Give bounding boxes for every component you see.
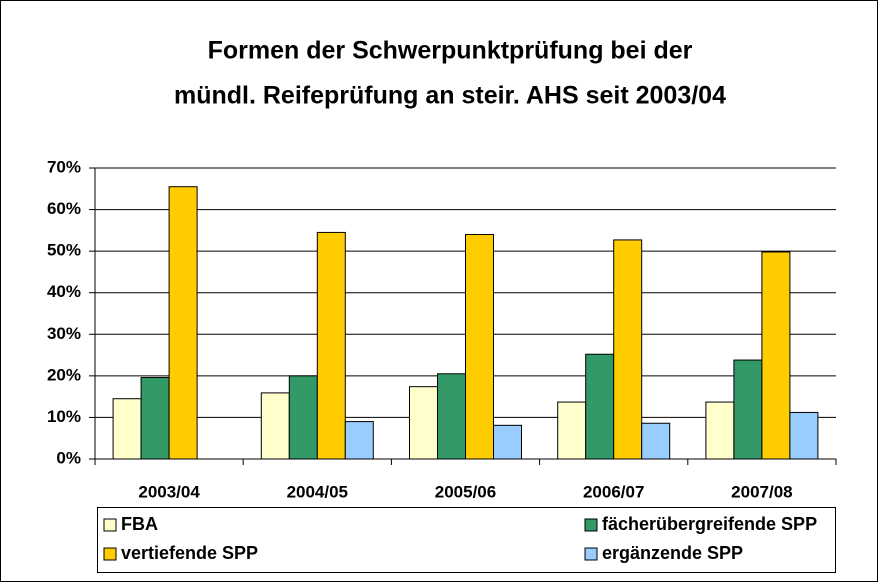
bar <box>344 421 374 460</box>
legend-label: FBA <box>121 514 158 534</box>
legend-swatch <box>103 518 117 532</box>
bar <box>168 186 198 460</box>
x-tick-label: 2004/05 <box>287 482 348 501</box>
legend-swatch <box>103 547 117 561</box>
x-tick-label: 2005/06 <box>435 482 496 501</box>
y-tick-label: 60% <box>47 199 81 218</box>
y-tick-label: 0% <box>56 448 81 467</box>
y-tick-label: 30% <box>47 324 81 343</box>
bar <box>733 359 763 460</box>
bar <box>641 422 671 460</box>
bar <box>493 424 522 460</box>
bar <box>316 231 346 460</box>
bar <box>613 239 643 460</box>
y-tick-label: 70% <box>47 157 81 176</box>
bar <box>140 377 170 460</box>
bar <box>789 411 819 460</box>
bar <box>705 401 735 460</box>
legend-label: vertiefende SPP <box>121 543 258 563</box>
bar <box>761 251 791 460</box>
bar <box>437 373 466 460</box>
legend-label: ergänzende SPP <box>602 543 743 563</box>
bar <box>465 234 494 460</box>
y-tick-label: 40% <box>47 282 81 301</box>
y-tick-label: 50% <box>47 241 81 260</box>
bar <box>409 386 438 460</box>
chart-title: mündl. Reifeprüfung an steir. AHS seit 2… <box>174 82 726 110</box>
bar <box>260 392 290 460</box>
chart-title: Formen der Schwerpunktprüfung bei der <box>208 37 693 65</box>
bar <box>112 398 142 460</box>
legend-label: fächerübergreifende SPP <box>602 514 817 534</box>
x-tick-label: 2007/08 <box>731 482 792 501</box>
bar <box>585 353 615 460</box>
legend-box <box>97 507 836 573</box>
legend-swatch <box>584 547 598 561</box>
legend-swatch <box>584 518 598 532</box>
y-tick-label: 10% <box>47 407 81 426</box>
y-tick-label: 20% <box>47 365 81 384</box>
x-tick-label: 2003/04 <box>138 482 200 501</box>
bar <box>557 401 587 460</box>
x-tick-label: 2006/07 <box>583 482 644 501</box>
bar <box>288 375 318 460</box>
